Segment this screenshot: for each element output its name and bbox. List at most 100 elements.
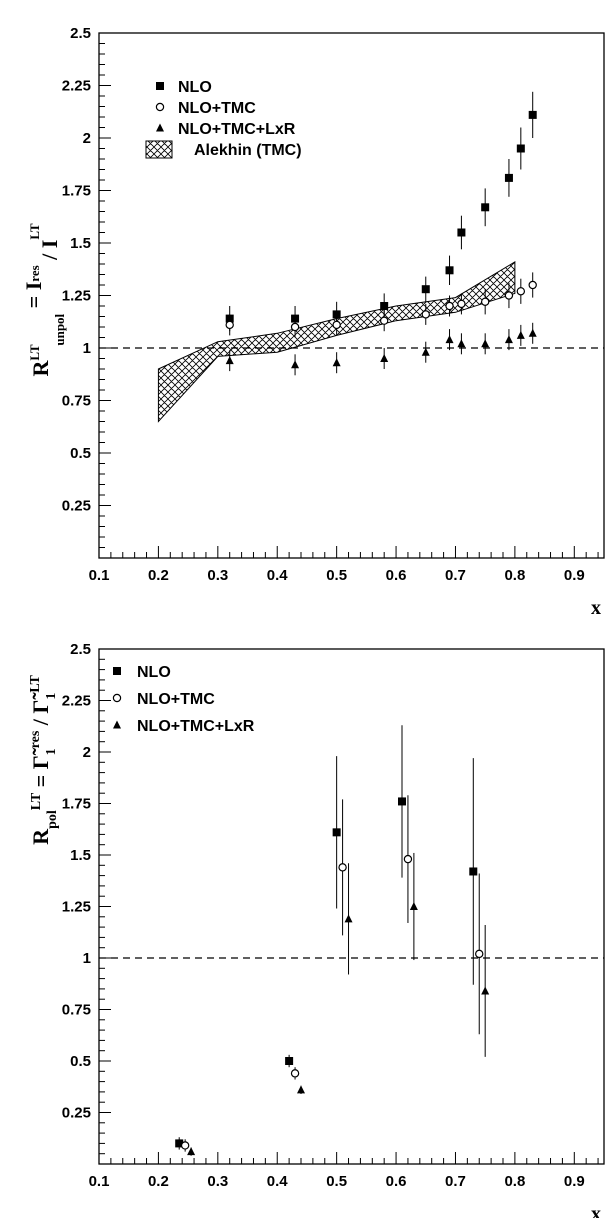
x-tick-label: 0.5 xyxy=(326,1173,347,1190)
x-tick-label: 0.5 xyxy=(326,567,347,584)
data-point xyxy=(225,356,234,365)
data-point xyxy=(409,902,418,910)
data-point xyxy=(344,914,353,923)
y-tick-label: 1.25 xyxy=(62,288,91,305)
y-tick-label: 0.25 xyxy=(62,498,91,515)
data-point xyxy=(445,266,454,275)
y-tick-label: 2.5 xyxy=(70,25,91,42)
data-point xyxy=(516,144,525,153)
x-tick-label: 0.1 xyxy=(89,1173,110,1190)
data-point xyxy=(180,1141,190,1150)
x-tick-label: 0.1 xyxy=(89,567,110,584)
data-point xyxy=(338,863,347,872)
plot-frame xyxy=(98,32,605,559)
y-tick-label: 0.25 xyxy=(62,1105,91,1122)
data-point xyxy=(445,301,454,311)
x-tick-label: 0.6 xyxy=(386,567,407,584)
y-tick-label: 1 xyxy=(83,340,91,357)
data-point xyxy=(528,328,537,337)
series-nlo-tmc xyxy=(225,272,537,338)
data-point xyxy=(516,330,525,339)
legend: NLO NLO+TMC NLO+TMC+LxR xyxy=(112,664,255,735)
x-tick-label: 0.4 xyxy=(267,567,289,584)
x-tick-label: 0.9 xyxy=(564,1173,585,1190)
x-tick-label: 0.3 xyxy=(207,1173,228,1190)
legend-label: NLO xyxy=(137,664,171,681)
x-axis-title: x xyxy=(591,1203,601,1218)
data-point xyxy=(469,867,478,876)
y-tick-label: 2.5 xyxy=(70,641,91,658)
data-point xyxy=(285,1057,294,1065)
x-tick-label: 0.7 xyxy=(445,1173,466,1190)
data-point xyxy=(481,986,490,995)
data-point xyxy=(457,228,466,237)
data-point xyxy=(380,302,389,310)
data-point xyxy=(225,320,234,330)
legend-marker xyxy=(113,667,121,675)
data-point xyxy=(379,316,389,325)
data-point xyxy=(332,320,341,330)
series-nlo-tmc-lxr xyxy=(187,852,490,1156)
x-axis-ticks xyxy=(98,546,599,558)
data-point xyxy=(332,358,341,367)
legend-marker xyxy=(155,102,165,112)
y-tick-label: 0.5 xyxy=(70,445,91,462)
series-nlo-tmc xyxy=(180,795,484,1152)
data-point xyxy=(403,854,413,864)
y-tick-label: 2.25 xyxy=(62,693,91,710)
data-point xyxy=(398,797,406,806)
y-tick-label: 1.25 xyxy=(62,899,91,916)
y-tick-label: 1.75 xyxy=(62,796,91,813)
x-tick-label: 0.9 xyxy=(564,567,585,584)
y-tick-label: 1.5 xyxy=(70,235,91,252)
data-point xyxy=(421,285,430,294)
data-point xyxy=(290,1069,300,1078)
y-tick-label: 0.75 xyxy=(62,1002,91,1019)
data-point xyxy=(504,335,513,344)
y-tick-label: 1.75 xyxy=(62,183,91,200)
legend-label: NLO+TMC+LxR xyxy=(137,718,255,735)
data-point xyxy=(380,354,389,362)
legend-label: NLO xyxy=(178,79,212,96)
legend-marker xyxy=(113,720,121,729)
y-tick-label: 2.25 xyxy=(62,78,91,95)
y-tick-label: 0.5 xyxy=(70,1053,91,1070)
data-point xyxy=(175,1139,184,1148)
series-nlo-tmc-lxr xyxy=(225,322,537,376)
data-point xyxy=(481,203,490,212)
data-point xyxy=(187,1147,196,1156)
y-axis-title: RpolLT = Γ̃1res / Γ̃1LT xyxy=(28,675,60,845)
x-tick-label: 0.3 xyxy=(207,567,228,584)
legend: NLO NLO+TMC NLO+TMC+LxR Alekhin (TMC) xyxy=(145,79,302,159)
top-panel: 0.1 0.2 0.3 0.4 0.5 0.6 0.7 0.8 0.9 0.25 0.5 0.75 1 1… xyxy=(21,25,605,619)
legend-label: NLO+TMC+LxR xyxy=(178,121,296,138)
data-point xyxy=(297,1085,305,1094)
data-point xyxy=(332,828,341,837)
x-tick-label: 0.8 xyxy=(504,567,525,584)
data-point xyxy=(528,280,537,290)
data-point xyxy=(528,110,537,119)
y-tick-label: 2 xyxy=(83,130,91,147)
data-point xyxy=(481,339,490,348)
series-nlo xyxy=(175,725,478,1150)
x-axis-ticks xyxy=(98,1152,599,1164)
legend-label: NLO+TMC xyxy=(178,100,256,117)
y-tick-label: 1 xyxy=(83,950,91,967)
y-tick-label: 2 xyxy=(83,744,91,761)
bottom-panel: 0.1 0.2 0.3 0.4 0.5 0.6 0.7 0.8 0.9 0.25 0.5 0.75 1 1… xyxy=(28,641,605,1218)
data-point xyxy=(457,299,466,309)
x-tick-label: 0.8 xyxy=(504,1173,525,1190)
x-tick-label: 0.2 xyxy=(148,1173,169,1190)
legend-band-swatch xyxy=(145,140,173,159)
x-tick-label: 0.2 xyxy=(148,567,169,584)
y-axis-title: RLTunpol = Ires / ILT xyxy=(21,223,67,376)
data-point xyxy=(504,173,513,182)
data-point xyxy=(457,339,466,348)
data-point xyxy=(421,310,430,319)
legend-marker xyxy=(156,123,164,132)
x-tick-label: 0.7 xyxy=(445,567,466,584)
y-axis-ticks xyxy=(99,648,111,1165)
legend-label: NLO+TMC xyxy=(137,691,215,708)
y-tick-label: 0.75 xyxy=(62,393,91,410)
